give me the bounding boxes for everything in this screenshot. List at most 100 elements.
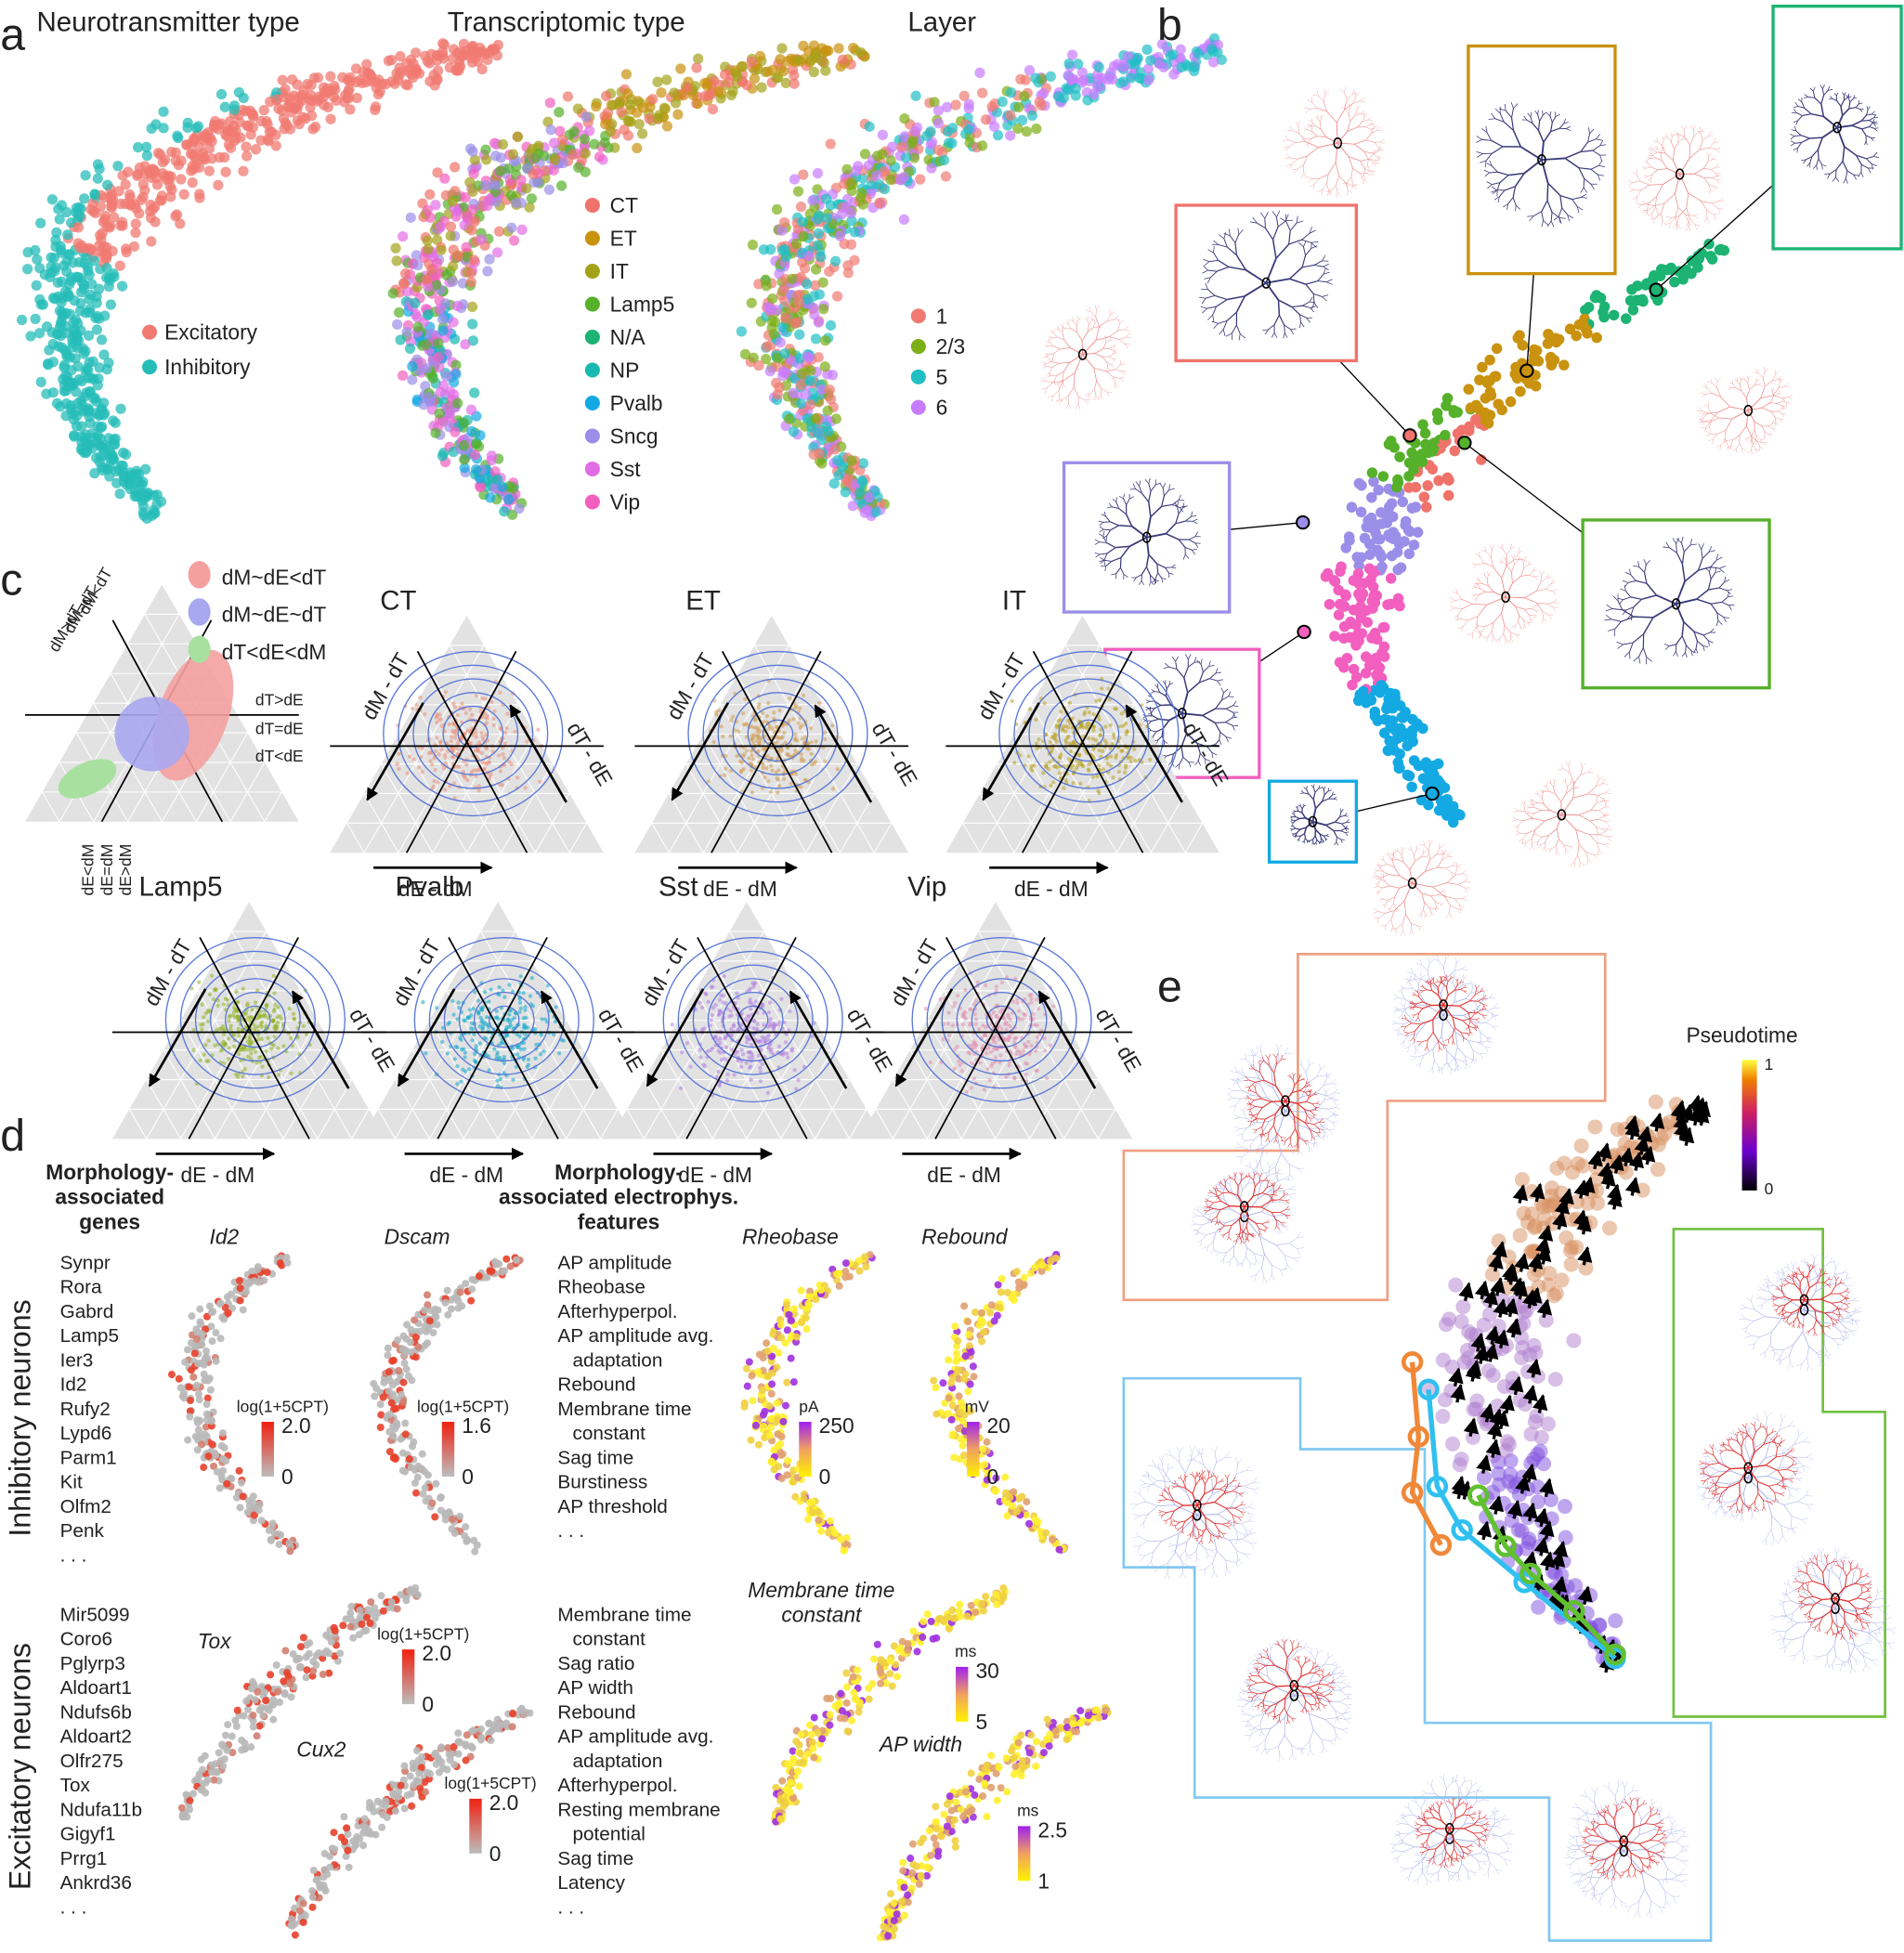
neurite	[1775, 422, 1777, 426]
point	[1396, 711, 1407, 723]
neurite	[1152, 1459, 1155, 1466]
neurite	[1139, 1536, 1149, 1542]
neurite	[1206, 1246, 1208, 1252]
neurite	[1552, 606, 1557, 612]
neurite	[1052, 345, 1061, 350]
point	[995, 1764, 1003, 1772]
neurite	[1296, 1647, 1304, 1652]
point	[257, 1703, 266, 1712]
neurite	[1253, 1660, 1255, 1666]
neurite	[1454, 607, 1463, 609]
neurite	[1335, 1710, 1337, 1719]
neurite	[1326, 184, 1329, 191]
neurite	[1119, 376, 1125, 379]
point	[287, 1921, 295, 1930]
neurite	[1320, 122, 1322, 130]
neurite	[1264, 1727, 1272, 1740]
neurite	[1475, 553, 1480, 557]
point	[1620, 313, 1632, 324]
neurite	[1261, 1748, 1266, 1754]
neurite	[1364, 168, 1372, 173]
neurite	[1330, 185, 1337, 191]
neurite	[1289, 1194, 1293, 1200]
point	[897, 1897, 906, 1906]
neurite	[1393, 855, 1398, 860]
neurite	[1598, 818, 1605, 822]
neurite	[1548, 828, 1558, 836]
neurite	[1393, 904, 1397, 909]
neurite	[1487, 571, 1489, 576]
neurite	[1537, 841, 1539, 846]
neurite	[1461, 1863, 1468, 1870]
neurite	[1532, 802, 1535, 808]
point	[344, 1846, 352, 1855]
point	[349, 1634, 358, 1642]
neurite	[1248, 1503, 1254, 1507]
point	[385, 1387, 393, 1396]
point	[1339, 589, 1351, 601]
neurite	[1402, 847, 1405, 851]
neurite	[1242, 1183, 1248, 1191]
neurite	[1702, 385, 1708, 389]
neurite	[1524, 591, 1537, 599]
neurite	[1326, 174, 1329, 185]
point	[1039, 1749, 1048, 1757]
neurite	[1385, 900, 1389, 905]
neurite	[1747, 383, 1750, 390]
point	[838, 1707, 846, 1715]
point	[212, 1452, 220, 1460]
neurite	[1506, 596, 1525, 599]
neurite	[1465, 881, 1471, 883]
neurite	[1442, 1002, 1455, 1016]
neurite	[1245, 1256, 1251, 1263]
point	[837, 1689, 845, 1698]
point	[308, 1887, 317, 1895]
point	[1026, 1269, 1035, 1277]
neurite	[1651, 149, 1658, 153]
neurite	[1168, 1543, 1173, 1546]
neurite	[1531, 605, 1536, 609]
neurite	[1307, 129, 1312, 132]
neurite	[1676, 133, 1679, 137]
neurite	[1534, 793, 1538, 795]
neurite	[1106, 361, 1112, 365]
point	[283, 1258, 292, 1267]
neurite	[1703, 217, 1707, 224]
point	[948, 1606, 957, 1614]
neurite	[1043, 356, 1049, 358]
neurite	[1364, 126, 1371, 130]
point	[508, 1723, 516, 1731]
neurite	[1389, 859, 1392, 863]
neurite	[1374, 886, 1378, 888]
soma	[1407, 877, 1417, 890]
neurite	[1650, 155, 1653, 160]
point	[268, 1522, 277, 1530]
neurite	[1058, 399, 1063, 405]
neurite	[1303, 129, 1308, 131]
point	[932, 1817, 940, 1826]
neurite	[1757, 441, 1760, 448]
neurite	[1344, 86, 1347, 93]
neurite	[1145, 1501, 1158, 1506]
neurite	[1648, 148, 1652, 150]
point	[274, 1687, 282, 1696]
neurite	[1094, 305, 1097, 310]
point	[196, 1305, 204, 1313]
neurite	[1523, 619, 1529, 623]
neurite	[1645, 176, 1648, 180]
neurite	[1560, 763, 1564, 770]
neurite	[1334, 1726, 1337, 1737]
neurite	[1374, 868, 1377, 871]
point	[1379, 727, 1390, 739]
neurite	[1714, 137, 1715, 143]
neurite	[1306, 1141, 1310, 1149]
point	[278, 1261, 286, 1269]
neurite	[1216, 1457, 1226, 1463]
point	[215, 1749, 223, 1757]
neurite	[1185, 1542, 1188, 1551]
neurite	[1673, 134, 1679, 136]
point	[1479, 407, 1491, 419]
point	[424, 1471, 433, 1479]
neurite	[1259, 1713, 1265, 1725]
point	[1370, 652, 1382, 664]
